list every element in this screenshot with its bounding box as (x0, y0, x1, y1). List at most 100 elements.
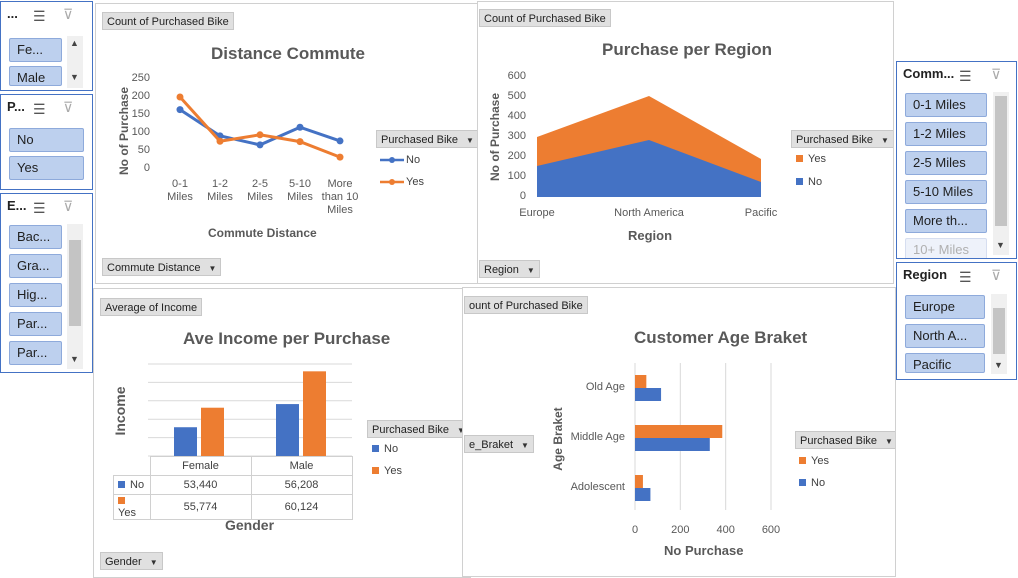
data-point (176, 106, 184, 114)
scroll-up-icon[interactable]: ▲ (70, 38, 79, 48)
x-tick-label: Miles (207, 191, 233, 203)
legend-field-button[interactable]: Purchased Bike ▼ (795, 431, 895, 449)
slicer-item-female[interactable]: Fe... (9, 38, 62, 62)
slicer-item-pacific[interactable]: Pacific (905, 353, 985, 373)
legend-label: Yes (811, 455, 829, 467)
slicer-item-yes[interactable]: Yes (9, 156, 84, 180)
scroll-thumb[interactable] (69, 240, 81, 326)
axis-field-button[interactable]: e_Braket ▼ (464, 435, 534, 453)
value-field-button[interactable]: Count of Purchased Bike (479, 9, 611, 27)
legend-swatch (372, 467, 379, 474)
scroll-thumb[interactable] (993, 308, 1005, 354)
x-tick-label: Europe (519, 207, 555, 219)
dropdown-arrow-icon: ▼ (881, 136, 889, 145)
education-slicer-scrollbar[interactable]: ▼ (67, 224, 83, 369)
distance-commute-chart[interactable]: Count of Purchased Bike Distance Commute… (95, 3, 479, 284)
x-tick-label: 5-10 (288, 178, 312, 190)
row-label: Yes (118, 507, 136, 519)
y-tick-label: 400 (507, 110, 526, 122)
multi-select-icon[interactable]: ☰ (33, 101, 46, 117)
x-tick-label: Miles (327, 204, 353, 216)
slicer-item-partial-college[interactable]: Par... (9, 312, 62, 336)
axis-field-label: Gender (105, 556, 142, 568)
x-tick-label: 1-2 (212, 178, 228, 190)
axis-field-button[interactable]: Region ▼ (479, 260, 540, 278)
scroll-down-icon[interactable]: ▼ (996, 240, 1005, 250)
axis-field-button[interactable]: Gender ▼ (100, 552, 163, 570)
data-point (296, 138, 304, 146)
slicer-item-more-than-10[interactable]: More th... (905, 209, 987, 233)
x-tick-label: 600 (761, 524, 781, 536)
scroll-down-icon[interactable]: ▼ (70, 354, 79, 364)
multi-select-icon[interactable]: ☰ (33, 8, 46, 24)
slicer-item-partial-high-school[interactable]: Par... (9, 341, 62, 365)
y-tick-label: 200 (507, 150, 526, 162)
region-slicer: Region ☰ ⊽ Europe North A... Pacific ▼ (896, 262, 1017, 380)
series-line-no (179, 108, 341, 147)
slicer-item-no[interactable]: No (9, 128, 84, 152)
dropdown-arrow-icon: ▼ (457, 426, 465, 435)
legend-label: No (406, 154, 421, 166)
legend-label: No (384, 443, 399, 455)
clear-filter-icon[interactable]: ⊽ (63, 99, 74, 115)
slicer-item-10-plus-miles[interactable]: 10+ Miles (905, 238, 987, 258)
area-chart-plot (537, 96, 761, 197)
clear-filter-icon[interactable]: ⊽ (63, 6, 74, 22)
legend-swatch (799, 479, 806, 486)
dropdown-arrow-icon: ▼ (149, 558, 158, 567)
legend-field-button[interactable]: Purchased Bike ▼ (376, 130, 478, 148)
legend-swatch (118, 497, 125, 504)
x-tick-label: North America (614, 207, 684, 219)
value-field-button[interactable]: ount of Purchased Bike (464, 296, 588, 314)
y-tick-label: 150 (131, 108, 150, 120)
slicer-item-5-10-miles[interactable]: 5-10 Miles (905, 180, 987, 204)
legend-field-button[interactable]: Purchased Bike ▼ (791, 130, 893, 148)
slicer-item-europe[interactable]: Europe (905, 295, 985, 319)
bar-no (635, 388, 662, 401)
clear-filter-icon[interactable]: ⊽ (63, 198, 74, 214)
multi-select-icon[interactable]: ☰ (33, 200, 46, 216)
legend-field-label: Purchased Bike (796, 134, 874, 146)
slicer-item-2-5-miles[interactable]: 2-5 Miles (905, 151, 987, 175)
legend-field-button[interactable]: Purchased Bike ▼ (367, 420, 470, 438)
area-series-no (537, 140, 761, 197)
purchase-per-region-chart[interactable]: Count of Purchased Bike Purchase per Reg… (477, 1, 894, 284)
scroll-down-icon[interactable]: ▼ (70, 72, 79, 82)
table-cell: 53,440 (149, 475, 252, 495)
scroll-down-icon[interactable]: ▼ (994, 360, 1003, 370)
chart-title: Customer Age Braket (634, 328, 808, 347)
value-field-button[interactable]: Average of Income (100, 298, 203, 316)
y-tick-label: 600 (507, 70, 526, 82)
slicer-item-graduate[interactable]: Gra... (9, 254, 62, 278)
dropdown-arrow-icon: ▼ (526, 266, 535, 275)
multi-select-icon[interactable]: ☰ (959, 269, 972, 285)
slicer-item-0-1-miles[interactable]: 0-1 Miles (905, 93, 987, 117)
gender-slicer-scrollbar[interactable]: ▲ ▼ (67, 36, 83, 88)
region-slicer-scrollbar[interactable]: ▼ (991, 294, 1007, 374)
clear-filter-icon[interactable]: ⊽ (991, 66, 1002, 82)
legend-item-no: No (799, 477, 825, 489)
legend-label: Yes (384, 465, 402, 477)
commute-slicer-scrollbar[interactable]: ▼ (993, 92, 1009, 255)
bar-yes (303, 371, 326, 456)
slicer-item-high-school[interactable]: Hig... (9, 283, 62, 307)
slicer-item-1-2-miles[interactable]: 1-2 Miles (905, 122, 987, 146)
y-tick-label: 0 (143, 162, 150, 174)
slicer-item-bachelors[interactable]: Bac... (9, 225, 62, 249)
slicer-item-north-america[interactable]: North A... (905, 324, 985, 348)
multi-select-icon[interactable]: ☰ (959, 68, 972, 84)
scroll-thumb[interactable] (995, 96, 1007, 226)
axis-field-button[interactable]: Commute Distance ▼ (102, 258, 222, 276)
clear-filter-icon[interactable]: ⊽ (991, 267, 1002, 283)
x-tick-label: 2-5 (252, 178, 268, 190)
customer-age-chart[interactable]: ount of Purchased Bike Customer Age Brak… (462, 287, 896, 577)
dropdown-arrow-icon: ▼ (521, 441, 529, 450)
legend-item-no: No (796, 176, 822, 188)
table-row-yes-header: Yes (113, 494, 151, 520)
axis-field-label: Region (484, 264, 519, 276)
ave-income-chart[interactable]: Average of Income Ave Income per Purchas… (93, 288, 471, 578)
slicer-item-male[interactable]: Male (9, 66, 62, 86)
value-field-button[interactable]: Count of Purchased Bike (102, 12, 234, 30)
legend-swatch (118, 481, 125, 488)
legend-label: Yes (808, 153, 826, 165)
